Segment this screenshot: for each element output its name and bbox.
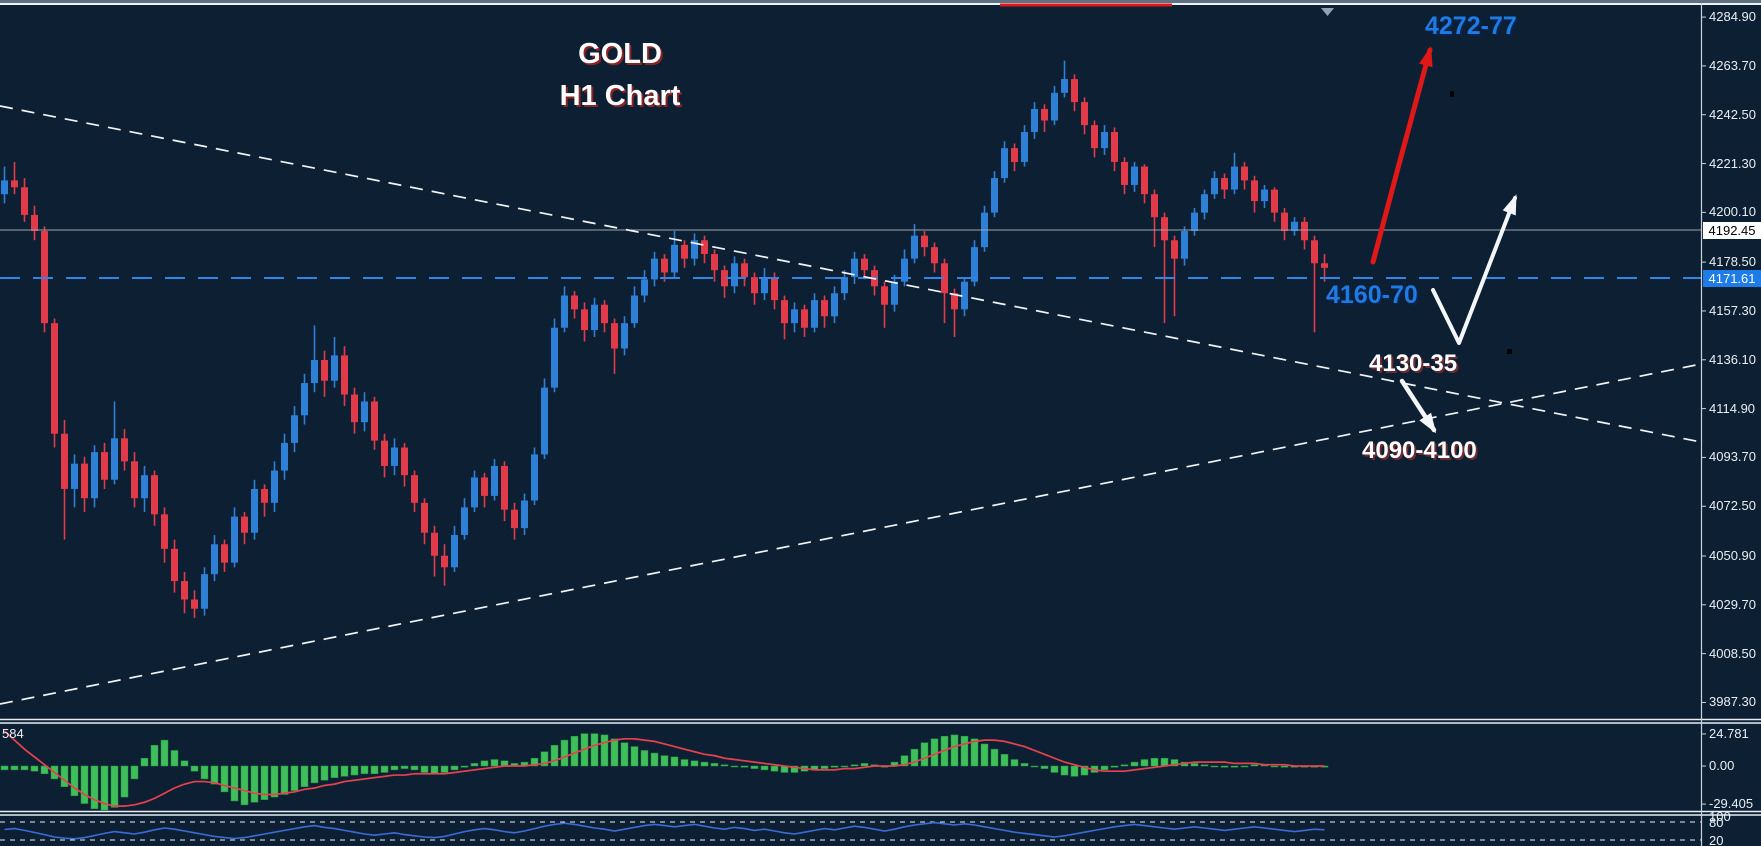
stoch-level-label: 20 (1709, 833, 1724, 846)
chart-subtitle: H1 Chart (559, 80, 681, 112)
price-tick-label: 4008.50 (1709, 645, 1756, 661)
target-label-4272-77: 4272-77 (1425, 12, 1517, 40)
price-tick-label: 4093.70 (1709, 449, 1756, 465)
macd-tick-label: 24.781 (1709, 725, 1749, 741)
chart-title: GOLD (578, 38, 662, 70)
macd-value-label: 584 (2, 726, 24, 741)
price-tick-label: 4242.50 (1709, 106, 1756, 122)
price-tick-label: 4136.10 (1709, 351, 1756, 367)
bid-price-badge: 4171.61 (1703, 270, 1761, 287)
ask-price-badge: 4192.45 (1703, 222, 1761, 239)
price-tick-label: 4284.90 (1709, 9, 1756, 25)
zone-label-4090-4100: 4090-4100 (1362, 437, 1477, 464)
drawn-arrows (1370, 46, 1517, 434)
candlestick-layer (1, 60, 1328, 618)
price-tick-label: 4221.30 (1709, 155, 1756, 171)
price-tick-label: 4072.50 (1709, 498, 1756, 514)
price-tick-label: 4200.10 (1709, 204, 1756, 220)
stoch-level-label: 80 (1709, 815, 1724, 830)
price-tick-label: 4029.70 (1709, 596, 1756, 612)
price-tick-label: 3987.30 (1709, 694, 1756, 710)
chart-shift-marker (1321, 8, 1334, 16)
stochastic-line (4, 821, 1325, 840)
price-tick-label: 4050.90 (1709, 547, 1756, 563)
macd-tick-label: -29.405 (1709, 796, 1754, 812)
price-tick-label: 4178.50 (1709, 254, 1756, 270)
price-tick-label: 4157.30 (1709, 302, 1756, 318)
price-tick-label: 4263.70 (1709, 57, 1756, 73)
zone-label-4130-35: 4130-35 (1369, 350, 1458, 377)
macd-histogram-layer (0, 733, 1329, 811)
stoch-level-label: 100 (1709, 809, 1731, 824)
macd-tick-label: 0.00 (1709, 758, 1735, 773)
support-label-4160-70: 4160-70 (1326, 281, 1418, 309)
macd-signal-line (3, 730, 1325, 807)
price-tick-label: 4114.90 (1709, 400, 1756, 416)
